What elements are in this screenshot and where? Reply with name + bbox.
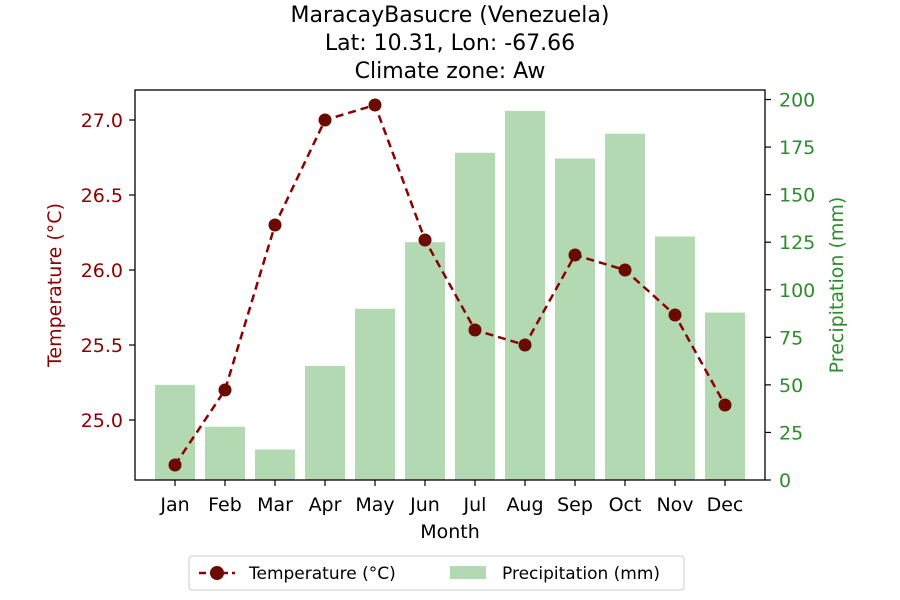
precipitation-bar-jun: [405, 242, 445, 480]
right-tick-label: 50: [779, 375, 803, 397]
temperature-line: [168, 98, 732, 472]
temperature-point-mar: [268, 218, 282, 232]
legend: Temperature (°C) Precipitation (mm): [188, 555, 685, 591]
left-axis-label: Temperature (°C): [44, 203, 66, 368]
precipitation-bar-feb: [205, 426, 245, 480]
x-tick-label: Sep: [557, 494, 593, 516]
x-tick-label: Nov: [656, 494, 693, 516]
legend-box: [188, 555, 685, 591]
temperature-point-aug: [518, 338, 532, 352]
left-tick-label: 27.0: [81, 110, 123, 132]
precipitation-bar-dec: [705, 312, 745, 480]
temperature-point-dec: [718, 398, 732, 412]
temperature-point-may: [368, 98, 382, 112]
legend-precipitation-swatch: [450, 566, 486, 579]
precipitation-bar-sep: [555, 158, 595, 481]
x-tick-label: Feb: [208, 494, 242, 516]
precipitation-bar-nov: [655, 236, 695, 480]
precipitation-bar-may: [355, 308, 395, 480]
precipitation-bar-aug: [505, 110, 545, 481]
temperature-point-jun: [418, 233, 432, 247]
precipitation-bars: [155, 110, 745, 481]
precipitation-bar-oct: [605, 133, 645, 480]
x-tick-label: Dec: [707, 494, 744, 516]
temperature-series-line: [173, 103, 727, 466]
left-axis-ticks: 25.0 25.5 26.0 26.5 27.0: [81, 110, 135, 432]
legend-precipitation-label: Precipitation (mm): [502, 564, 660, 584]
temperature-point-nov: [668, 308, 682, 322]
right-tick-label: 175: [779, 137, 815, 159]
legend-temperature-marker: [210, 566, 224, 580]
chart-title: MaracayBasucre (Venezuela) Lat: 10.31, L…: [291, 3, 610, 84]
title-line-3: Climate zone: Aw: [355, 59, 546, 84]
x-tick-label: Jan: [159, 494, 189, 516]
x-tick-label: Apr: [309, 494, 342, 516]
right-tick-label: 125: [779, 232, 815, 254]
precipitation-bar-apr: [305, 365, 345, 480]
left-tick-label: 25.5: [81, 335, 123, 357]
right-tick-label: 150: [779, 185, 815, 207]
x-axis-ticks: Jan Feb Mar Apr May Jun Jul Aug Sep Oct Nov Dec: [159, 480, 743, 516]
legend-temperature-label: Temperature (°C): [248, 564, 396, 584]
temperature-point-jan: [168, 458, 182, 472]
x-tick-label: Aug: [506, 494, 543, 516]
title-line-2: Lat: 10.31, Lon: -67.66: [325, 31, 575, 56]
temperature-point-apr: [318, 113, 332, 127]
temperature-point-sep: [568, 248, 582, 262]
right-tick-label: 200: [779, 90, 815, 112]
x-tick-label: Jun: [409, 494, 440, 516]
right-tick-label: 100: [779, 280, 815, 302]
right-axis-ticks: 0 25 50 75 100 125 150 175 200: [765, 90, 815, 492]
title-line-1: MaracayBasucre (Venezuela): [291, 3, 610, 28]
temperature-point-jul: [468, 323, 482, 337]
precipitation-bar-mar: [255, 449, 295, 480]
precipitation-bar-jul: [455, 152, 495, 480]
x-axis-label: Month: [420, 521, 480, 543]
right-tick-label: 25: [779, 422, 803, 444]
right-tick-label: 0: [779, 470, 791, 492]
x-tick-label: Jul: [463, 494, 487, 516]
x-tick-label: Oct: [609, 494, 642, 516]
right-tick-label: 75: [779, 327, 803, 349]
left-tick-label: 25.0: [81, 410, 123, 432]
right-axis-label: Precipitation (mm): [826, 197, 848, 374]
left-tick-label: 26.0: [81, 260, 123, 282]
x-tick-label: Mar: [257, 494, 293, 516]
temperature-point-feb: [218, 383, 232, 397]
temperature-point-oct: [618, 263, 632, 277]
plot-frame: [134, 89, 766, 481]
left-tick-label: 26.5: [81, 185, 123, 207]
x-tick-label: May: [355, 494, 394, 516]
